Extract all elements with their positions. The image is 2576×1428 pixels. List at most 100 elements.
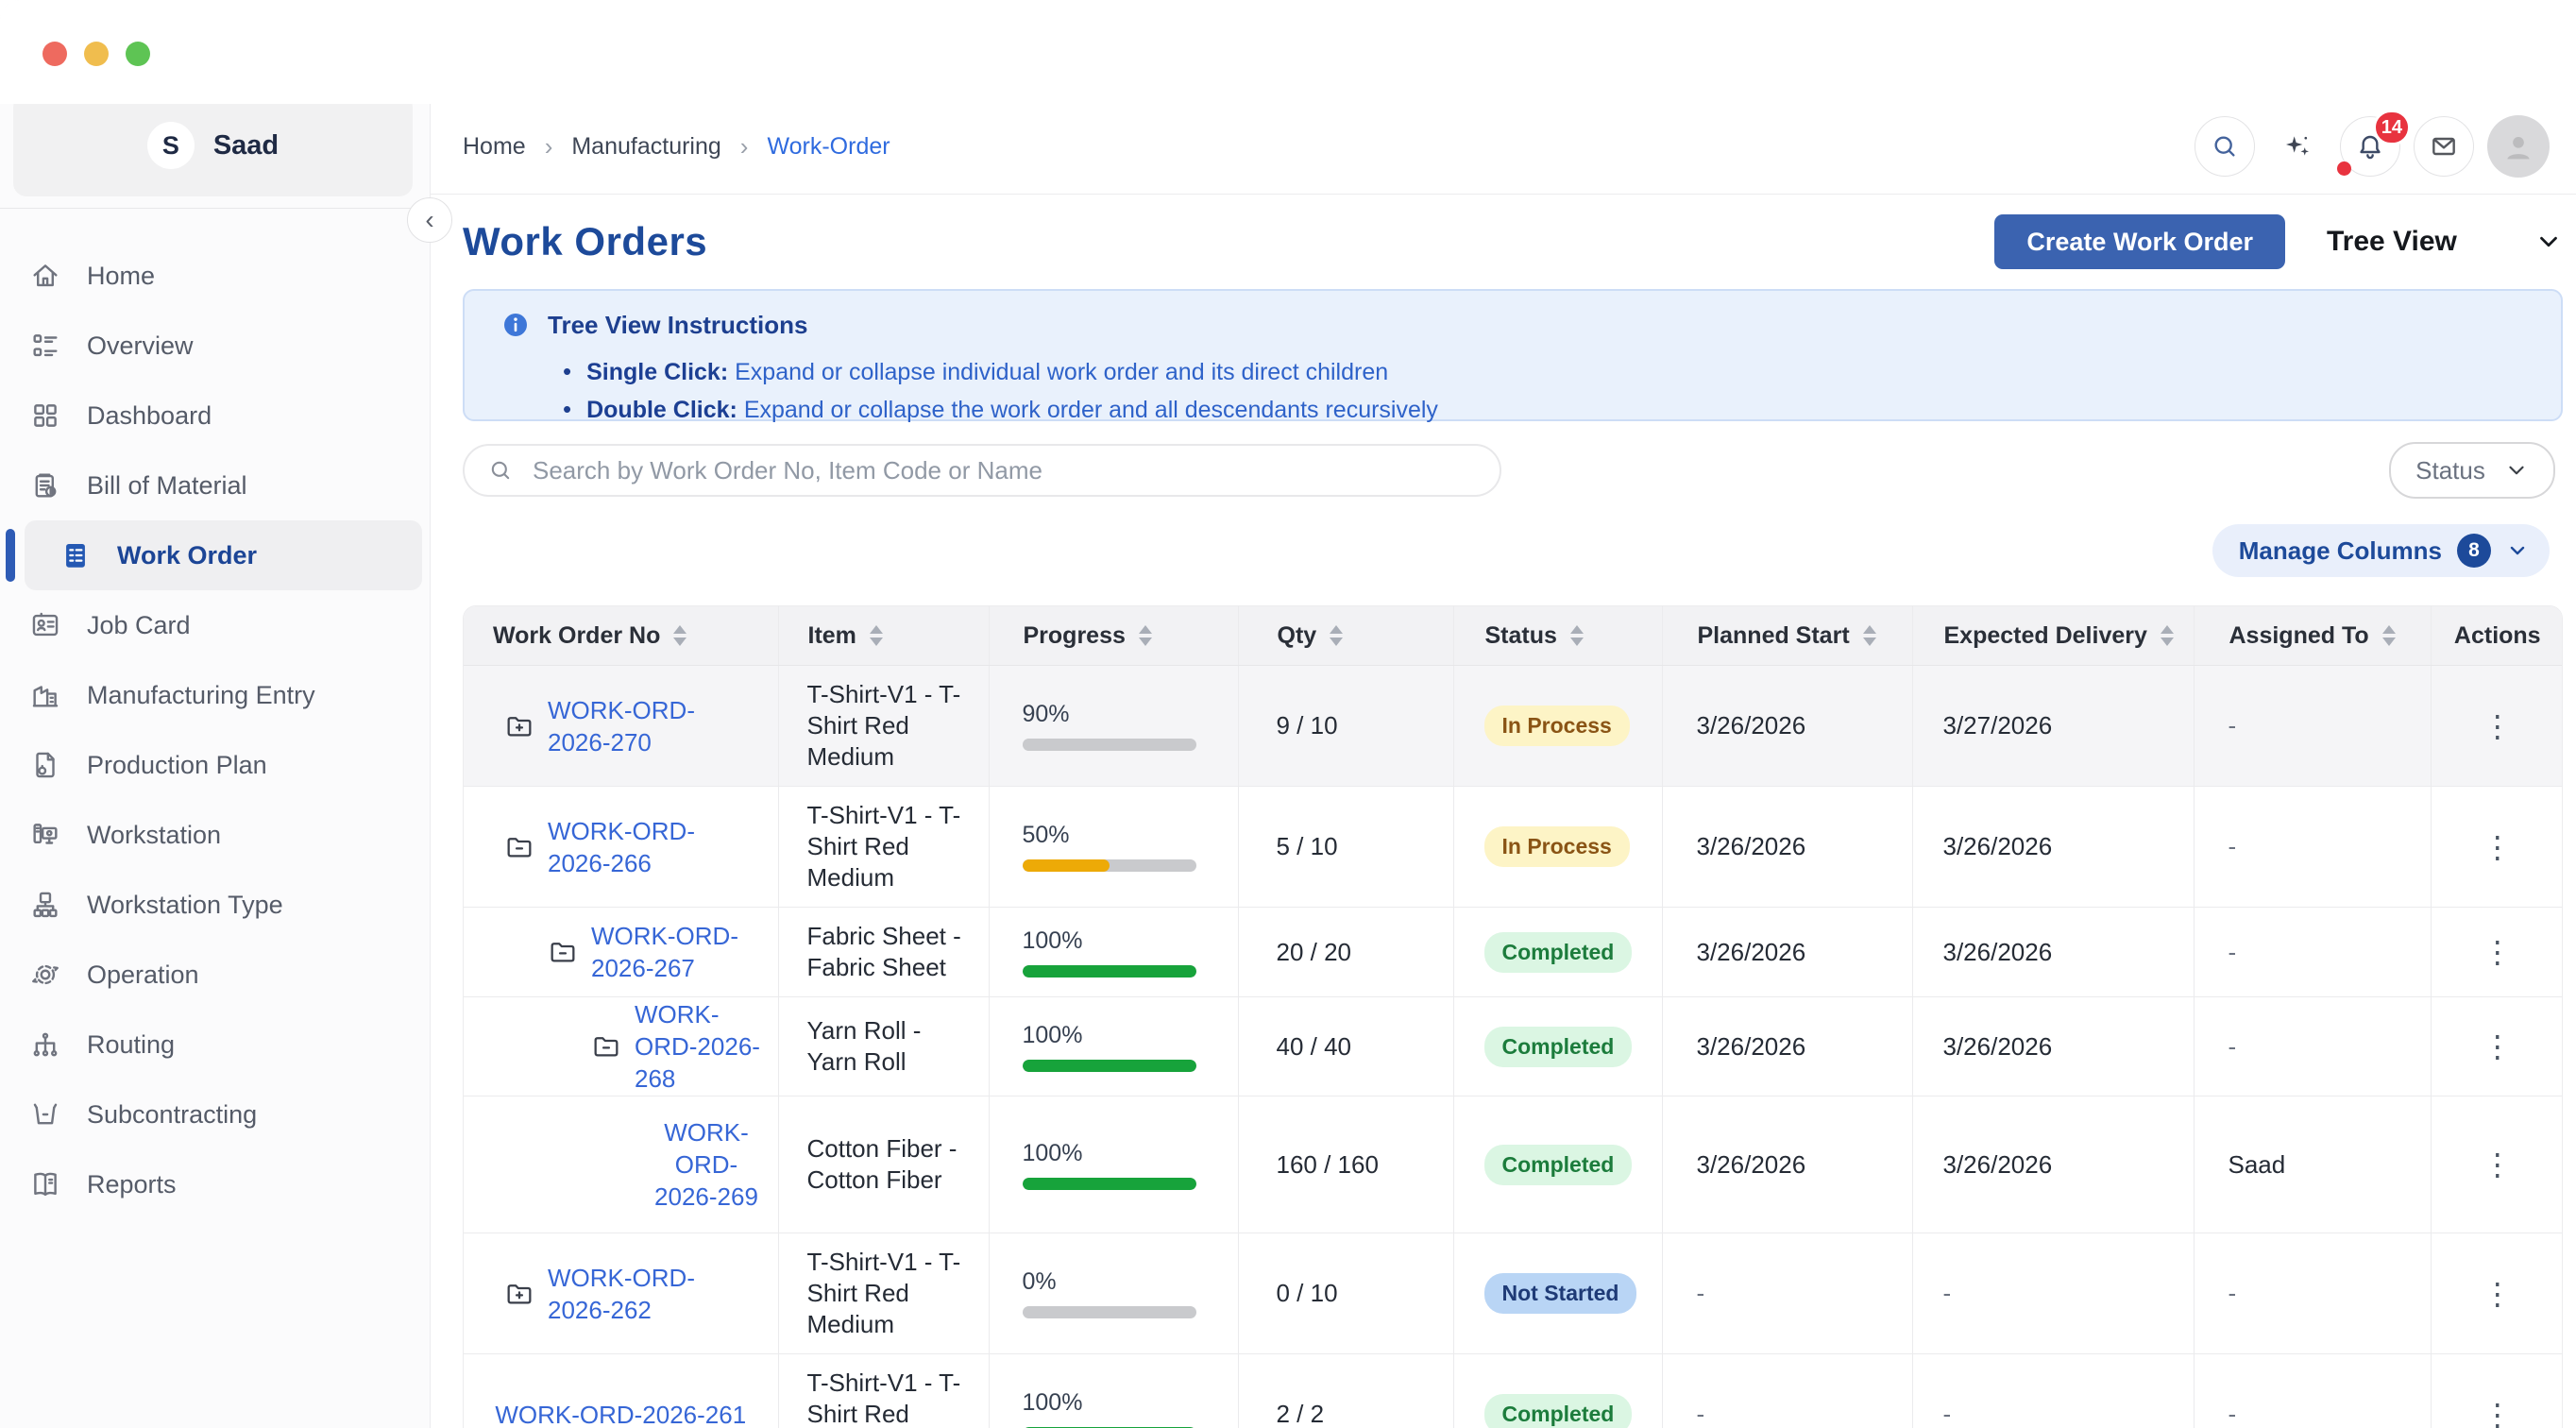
sort-arrows-icon[interactable] bbox=[869, 625, 883, 646]
column-header-expected-delivery[interactable]: Expected Delivery bbox=[1911, 606, 2194, 666]
breadcrumb-manufacturing[interactable]: Manufacturing bbox=[571, 132, 721, 160]
kebab-menu-icon[interactable]: ⋮ bbox=[2482, 708, 2513, 743]
kebab-menu-icon[interactable]: ⋮ bbox=[2482, 1029, 2513, 1063]
cell-work-order-no: WORK-ORD-2026-261 bbox=[464, 1353, 778, 1428]
ai-assistant-button[interactable] bbox=[2268, 117, 2327, 176]
maximize-window-icon[interactable] bbox=[126, 42, 150, 66]
search-icon bbox=[2214, 136, 2235, 157]
kebab-menu-icon[interactable]: ⋮ bbox=[2482, 829, 2513, 864]
sidebar-item-home[interactable]: Home bbox=[0, 241, 424, 311]
notification-dot bbox=[2337, 162, 2351, 176]
create-work-order-button[interactable]: Create Work Order bbox=[1994, 214, 2285, 269]
breadcrumb-home[interactable]: Home bbox=[463, 132, 526, 160]
sidebar-item-reports[interactable]: Reports bbox=[0, 1149, 424, 1219]
cell-expected-delivery: - bbox=[1911, 1353, 2194, 1428]
table-row: WORK-ORD-2026-270 T-Shirt-V1 - T-Shirt Re… bbox=[464, 665, 2562, 787]
profile-avatar[interactable] bbox=[2487, 115, 2550, 178]
column-header-assigned-to[interactable]: Assigned To bbox=[2193, 606, 2431, 666]
status-filter-dropdown[interactable]: Status bbox=[2389, 442, 2555, 499]
sidebar-item-bill-of-material[interactable]: Bill of Material bbox=[0, 450, 424, 520]
kebab-menu-icon[interactable]: ⋮ bbox=[2482, 1397, 2513, 1428]
search-button[interactable] bbox=[2195, 116, 2255, 177]
sort-arrows-icon[interactable] bbox=[1862, 625, 1876, 646]
sidebar-item-workstation-type[interactable]: Workstation Type bbox=[0, 870, 424, 940]
sidebar-item-routing[interactable]: Routing bbox=[0, 1010, 424, 1080]
status-badge: Not Started bbox=[1483, 1273, 1637, 1314]
production-plan-icon bbox=[28, 748, 62, 782]
cell-planned-start: - bbox=[1661, 1353, 1912, 1428]
sort-arrows-icon[interactable] bbox=[1138, 625, 1152, 646]
column-header-actions: Actions bbox=[2430, 606, 2562, 666]
work-order-link[interactable]: WORK-ORD-2026-269 bbox=[654, 1118, 758, 1211]
kebab-menu-icon[interactable]: ⋮ bbox=[2482, 935, 2513, 969]
sidebar-item-work-order[interactable]: Work Order bbox=[6, 520, 422, 590]
notifications-button[interactable]: 14 bbox=[2337, 110, 2411, 177]
messages-button[interactable] bbox=[2414, 116, 2474, 177]
sort-arrows-icon[interactable] bbox=[1569, 625, 1584, 646]
sidebar-item-job-card[interactable]: Job Card bbox=[0, 590, 424, 660]
kebab-menu-icon[interactable]: ⋮ bbox=[2482, 1276, 2513, 1311]
sidebar-item-subcontracting[interactable]: Subcontracting bbox=[0, 1080, 424, 1149]
folder-expand-icon[interactable] bbox=[504, 711, 534, 741]
work-order-link[interactable]: WORK-ORD-2026-266 bbox=[548, 816, 695, 877]
column-header-qty[interactable]: Qty bbox=[1237, 606, 1453, 666]
close-window-icon[interactable] bbox=[42, 42, 67, 66]
work-order-link[interactable]: WORK-ORD-2026-261 bbox=[495, 1400, 747, 1428]
cell-progress: 90% bbox=[988, 665, 1238, 787]
folder-collapse-icon[interactable] bbox=[548, 937, 578, 967]
sidebar-item-production-plan[interactable]: Production Plan bbox=[0, 730, 424, 800]
cell-item: T-Shirt-V1 - T-Shirt Red Medium bbox=[777, 1353, 989, 1428]
work-order-link[interactable]: WORK-ORD-2026-267 bbox=[591, 922, 738, 982]
cell-work-order-no: WORK-ORD-2026-262 bbox=[464, 1232, 778, 1354]
bullet-label: Double Click: bbox=[586, 397, 737, 423]
cell-qty: 0 / 10 bbox=[1237, 1232, 1453, 1354]
cell-qty: 5 / 10 bbox=[1237, 786, 1453, 908]
manage-columns-button[interactable]: Manage Columns 8 bbox=[2212, 524, 2550, 577]
person-icon bbox=[2507, 137, 2530, 160]
work-order-link[interactable]: WORK-ORD-2026-268 bbox=[635, 1000, 760, 1093]
view-selector-dropdown[interactable]: Tree View bbox=[2327, 226, 2563, 258]
cell-qty: 20 / 20 bbox=[1237, 907, 1453, 997]
column-header-progress[interactable]: Progress bbox=[988, 606, 1238, 666]
sort-arrows-icon[interactable] bbox=[2160, 625, 2174, 646]
bullet-dot: • bbox=[563, 357, 572, 385]
cell-actions: ⋮ bbox=[2430, 786, 2562, 908]
sort-arrows-icon[interactable] bbox=[1330, 625, 1344, 646]
cell-progress: 50% bbox=[988, 786, 1238, 908]
sort-arrows-icon[interactable] bbox=[673, 625, 687, 646]
sidebar-item-label: Routing bbox=[87, 1029, 176, 1059]
column-header-item[interactable]: Item bbox=[777, 606, 989, 666]
chevron-down-icon bbox=[2509, 466, 2524, 475]
reports-icon bbox=[28, 1167, 62, 1201]
sort-arrows-icon[interactable] bbox=[2381, 625, 2396, 646]
folder-collapse-icon[interactable] bbox=[591, 1031, 621, 1062]
search-input[interactable] bbox=[463, 444, 1501, 497]
bell-icon bbox=[2360, 135, 2381, 160]
cell-work-order-no: WORK-ORD-2026-270 bbox=[464, 666, 778, 787]
work-order-link[interactable]: WORK-ORD-2026-262 bbox=[548, 1263, 695, 1324]
column-header-planned-start[interactable]: Planned Start bbox=[1661, 606, 1912, 666]
cell-assigned-to: - bbox=[2193, 786, 2431, 908]
user-card[interactable]: S Saad bbox=[13, 94, 413, 196]
sidebar-item-label: Dashboard bbox=[87, 400, 212, 430]
work-order-link[interactable]: WORK-ORD-2026-270 bbox=[548, 695, 695, 756]
sidebar-item-manufacturing-entry[interactable]: Manufacturing Entry bbox=[0, 660, 424, 730]
workstation-icon bbox=[28, 818, 62, 852]
sidebar-item-operation[interactable]: Operation bbox=[0, 940, 424, 1010]
sidebar-item-overview[interactable]: Overview bbox=[0, 311, 424, 381]
progress-bar bbox=[1022, 1177, 1196, 1190]
cell-item: Yarn Roll - Yarn Roll bbox=[777, 996, 989, 1096]
sidebar-collapse-button[interactable]: ‹ bbox=[407, 197, 452, 243]
minimize-window-icon[interactable] bbox=[84, 42, 109, 66]
sidebar-item-workstation[interactable]: Workstation bbox=[0, 800, 424, 870]
cell-work-order-no: WORK-ORD-2026-267 bbox=[464, 907, 778, 997]
sidebar-item-dashboard[interactable]: Dashboard bbox=[0, 381, 424, 450]
column-header-status[interactable]: Status bbox=[1452, 606, 1662, 666]
sidebar-item-label: Manufacturing Entry bbox=[87, 680, 315, 709]
breadcrumb-work-order[interactable]: Work-Order bbox=[767, 132, 890, 160]
column-header-work-order-no[interactable]: Work Order No bbox=[464, 606, 778, 666]
sidebar-item-label: Workstation bbox=[87, 820, 222, 849]
folder-expand-icon[interactable] bbox=[504, 1279, 534, 1309]
folder-collapse-icon[interactable] bbox=[504, 832, 534, 862]
kebab-menu-icon[interactable]: ⋮ bbox=[2482, 1148, 2513, 1182]
